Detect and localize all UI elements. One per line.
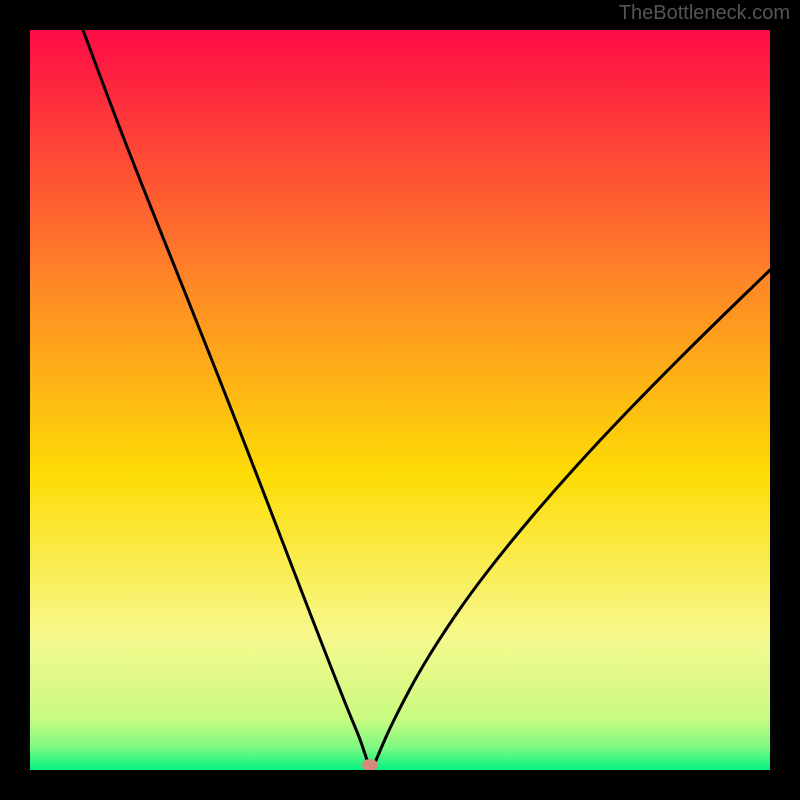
watermark-text: TheBottleneck.com bbox=[619, 2, 790, 25]
plot-area bbox=[30, 30, 770, 770]
bottleneck-curve-chart bbox=[30, 30, 770, 770]
chart-frame: TheBottleneck.com bbox=[0, 0, 800, 800]
gradient-background bbox=[30, 30, 770, 770]
